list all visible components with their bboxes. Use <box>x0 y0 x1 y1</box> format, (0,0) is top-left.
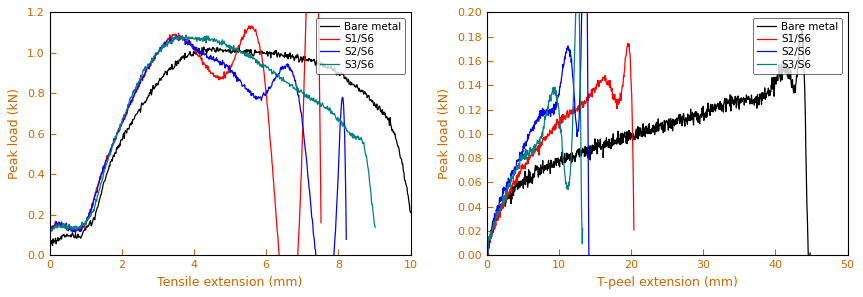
S2/S6 <box>180 43 191 46</box>
S3/S6 <box>370 225 381 229</box>
Bare metal <box>517 179 527 183</box>
S1/S6 <box>44 230 54 233</box>
S1/S6 <box>482 254 492 258</box>
Bare metal <box>109 155 119 158</box>
S2/S6 <box>543 109 553 113</box>
Bare metal <box>712 105 722 108</box>
Legend: Bare metal, S1/S6, S2/S6, S3/S6: Bare metal, S1/S6, S2/S6, S3/S6 <box>753 18 842 74</box>
Bare metal <box>47 244 58 247</box>
S1/S6 <box>589 86 599 90</box>
S3/S6 <box>537 133 547 137</box>
S1/S6 <box>629 228 639 232</box>
Bare metal <box>620 130 630 134</box>
S2/S6 <box>159 42 169 45</box>
Y-axis label: Peak load (kN): Peak load (kN) <box>438 88 451 179</box>
Legend: Bare metal, S1/S6, S2/S6, S3/S6: Bare metal, S1/S6, S2/S6, S3/S6 <box>316 18 406 74</box>
Bare metal <box>482 252 492 255</box>
S3/S6 <box>507 176 518 179</box>
Bare metal <box>565 155 576 158</box>
Bare metal <box>208 47 218 50</box>
S1/S6 <box>622 41 633 45</box>
S1/S6 <box>173 31 184 35</box>
S2/S6 <box>575 82 585 86</box>
S3/S6 <box>291 88 301 91</box>
Bare metal <box>44 238 54 241</box>
S3/S6 <box>514 162 525 165</box>
Bare metal <box>805 251 816 255</box>
S3/S6 <box>482 253 492 257</box>
Bare metal <box>318 64 328 68</box>
S1/S6 <box>529 151 539 154</box>
S3/S6 <box>547 86 557 90</box>
Bare metal <box>287 54 297 58</box>
Line: Bare metal: Bare metal <box>487 29 810 266</box>
S2/S6 <box>584 280 595 284</box>
S3/S6 <box>577 227 588 230</box>
S3/S6 <box>103 159 113 163</box>
Line: S2/S6: S2/S6 <box>49 35 346 297</box>
S1/S6 <box>588 89 598 92</box>
S2/S6 <box>250 94 261 98</box>
S2/S6 <box>482 249 492 253</box>
Bare metal <box>797 27 807 31</box>
S3/S6 <box>496 202 507 206</box>
S1/S6 <box>574 105 584 109</box>
Line: S3/S6: S3/S6 <box>487 0 583 256</box>
S1/S6 <box>175 36 186 40</box>
S3/S6 <box>482 254 493 257</box>
Line: S2/S6: S2/S6 <box>487 0 589 282</box>
S3/S6 <box>181 33 192 37</box>
Bare metal <box>760 92 771 96</box>
Bare metal <box>138 103 148 107</box>
S2/S6 <box>306 215 317 219</box>
S2/S6 <box>543 113 553 117</box>
S2/S6 <box>569 86 579 89</box>
S1/S6 <box>192 53 202 56</box>
S1/S6 <box>206 71 217 75</box>
Line: S1/S6: S1/S6 <box>487 43 634 256</box>
Bare metal <box>803 264 814 268</box>
Y-axis label: Peak load (kN): Peak load (kN) <box>9 88 22 179</box>
Line: S1/S6: S1/S6 <box>49 0 321 297</box>
S1/S6 <box>499 202 509 206</box>
Bare metal <box>258 52 268 55</box>
S2/S6 <box>66 229 76 233</box>
S1/S6 <box>539 136 550 140</box>
Bare metal <box>725 93 735 97</box>
S1/S6 <box>316 221 326 225</box>
S2/S6 <box>584 255 595 258</box>
Line: Bare metal: Bare metal <box>49 46 411 246</box>
S2/S6 <box>306 208 317 211</box>
S3/S6 <box>485 229 495 233</box>
Bare metal <box>406 211 416 214</box>
S3/S6 <box>46 230 56 233</box>
S3/S6 <box>237 51 248 55</box>
S2/S6 <box>44 227 54 230</box>
S3/S6 <box>129 91 139 94</box>
S3/S6 <box>192 36 203 39</box>
S3/S6 <box>44 229 54 233</box>
S2/S6 <box>482 253 492 256</box>
S3/S6 <box>263 65 274 68</box>
S2/S6 <box>171 33 181 37</box>
S2/S6 <box>545 108 555 111</box>
S1/S6 <box>267 161 277 165</box>
Line: S3/S6: S3/S6 <box>49 35 375 231</box>
Bare metal <box>234 45 244 48</box>
X-axis label: Tensile extension (mm): Tensile extension (mm) <box>157 276 303 289</box>
X-axis label: T-peel extension (mm): T-peel extension (mm) <box>596 276 738 289</box>
S2/S6 <box>341 238 351 241</box>
